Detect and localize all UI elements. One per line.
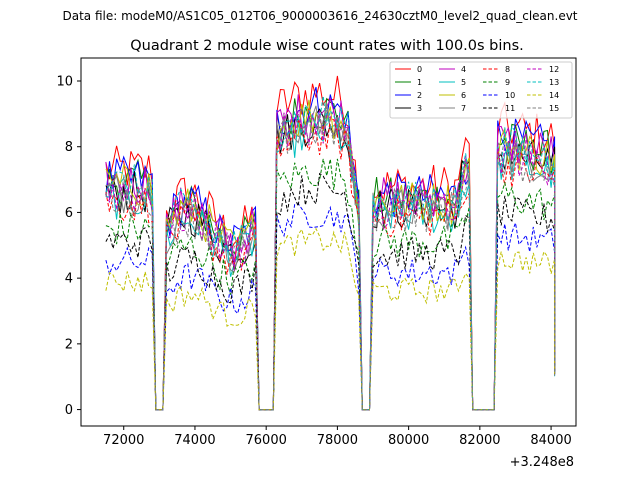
series-line-6: [105, 99, 556, 411]
legend-label-6: 6: [461, 91, 466, 100]
x-offset-label: +3.248e8: [510, 455, 574, 470]
y-tick-label: 10: [56, 75, 73, 90]
legend-label-13: 13: [549, 78, 559, 87]
legend-label-11: 11: [505, 104, 515, 113]
x-tick-label: 78000: [317, 433, 358, 448]
series-line-13: [105, 95, 556, 411]
series-line-15: [105, 107, 556, 411]
series-line-2: [105, 86, 556, 411]
legend-label-10: 10: [505, 91, 515, 100]
legend-label-7: 7: [461, 104, 466, 113]
series-line-1: [105, 97, 556, 411]
series-line-14: [105, 227, 556, 411]
plot-frame: [80, 57, 577, 427]
axis-ticks: 72000 74000 76000 78000 80000 82000 84000 0 2 4 6 8…: [56, 75, 571, 449]
y-tick-label: 4: [65, 272, 73, 287]
series-line-3: [105, 108, 556, 411]
legend-box: [389, 61, 573, 119]
x-tick-label: 72000: [103, 433, 144, 448]
legend-label-3: 3: [417, 104, 422, 113]
legend-label-0: 0: [417, 65, 422, 74]
legend-label-12: 12: [549, 65, 559, 74]
x-tick-label: 80000: [388, 433, 429, 448]
legend-label-8: 8: [505, 65, 510, 74]
x-tick-label: 74000: [174, 433, 215, 448]
y-tick-label: 6: [65, 206, 73, 221]
y-tick-label: 2: [65, 337, 73, 352]
legend-label-4: 4: [461, 65, 466, 74]
series-line-7: [105, 103, 556, 411]
x-tick-label: 82000: [459, 433, 500, 448]
series-line-4: [105, 94, 556, 411]
y-tick-label: 8: [65, 140, 73, 155]
legend-label-9: 9: [505, 78, 510, 87]
chart-title: Quadrant 2 module wise count rates with …: [130, 38, 524, 54]
data-lines: [105, 75, 556, 411]
x-tick-label: 76000: [246, 433, 287, 448]
series-line-5: [105, 112, 556, 411]
legend-label-2: 2: [417, 91, 422, 100]
series-line-11: [105, 172, 556, 411]
series-line-12: [105, 108, 556, 411]
figure-suptitle: Data file: modeM0/AS1C05_012T06_90000036…: [62, 9, 577, 23]
x-tick-label: 84000: [530, 433, 571, 448]
y-tick-label: 0: [65, 403, 73, 418]
legend-label-1: 1: [417, 78, 422, 87]
legend-label-14: 14: [549, 91, 559, 100]
legend-label-15: 15: [549, 104, 559, 113]
legend-label-5: 5: [461, 78, 466, 87]
